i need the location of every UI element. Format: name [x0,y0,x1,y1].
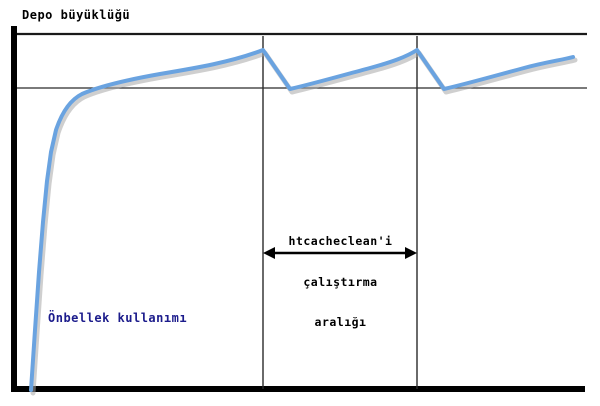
interval-annotation-line-1: htcacheclean'i [288,234,393,248]
y-axis-title: Depo büyüklüğü [22,8,131,22]
cache-usage-curve [29,48,575,392]
interval-annotation-line-2: çalıştırma [303,274,378,289]
interval-annotation-line-3: aralığı [314,315,367,329]
interval-annotation: htcacheclean'i çalıştırma aralığı [263,208,418,357]
cache-usage-curve-shadow [30,50,578,396]
arrow-head-left [263,247,275,259]
interval-arrow [263,247,417,259]
arrow-head-right [405,247,417,259]
cache-usage-label: Önbellek kullanımı [48,311,188,325]
